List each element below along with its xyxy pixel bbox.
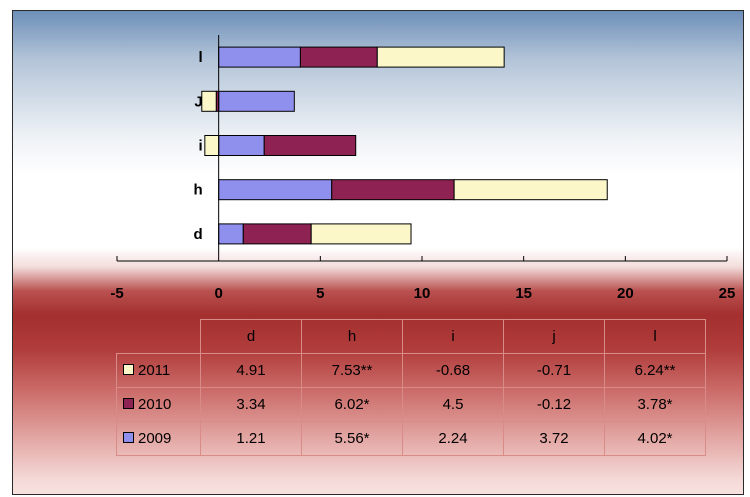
table-cell: 3.78* xyxy=(604,387,706,422)
table-header-cell: i xyxy=(402,319,504,354)
table-cell: 6.02* xyxy=(301,387,403,422)
legend-entry: 2009 xyxy=(116,421,201,456)
table-cell: 4.91 xyxy=(200,353,302,388)
table-cell: 4.02* xyxy=(604,421,706,456)
bar-l-2010 xyxy=(299,46,378,68)
legend-label: 2010 xyxy=(138,396,172,413)
bar-l-2009 xyxy=(218,46,301,68)
table-header-cell: j xyxy=(503,319,605,354)
category-label-d: d xyxy=(193,226,202,243)
table-cell: 3.34 xyxy=(200,387,302,422)
table-cell: 5.56* xyxy=(301,421,403,456)
table-cell: 6.24** xyxy=(604,353,706,388)
table-cell: -0.12 xyxy=(503,387,605,422)
bar-d-2009 xyxy=(218,223,244,245)
table-cell: -0.71 xyxy=(503,353,605,388)
category-labels: d h i Jl xyxy=(193,49,202,243)
category-label-l: l xyxy=(198,49,202,66)
bar-i-2009 xyxy=(218,135,265,156)
table-header-cell: h xyxy=(301,319,403,354)
x-tick-label: 0 xyxy=(214,285,222,302)
x-tick-label: 25 xyxy=(719,285,736,302)
x-tick-label: 20 xyxy=(617,285,634,302)
table-cell: -0.68 xyxy=(402,353,504,388)
category-label-i: i xyxy=(198,138,202,155)
table-corner xyxy=(116,319,201,354)
x-tick-label: -5 xyxy=(110,285,123,302)
category-label-h: h xyxy=(193,182,202,199)
table-cell: 3.72 xyxy=(503,421,605,456)
bar-j-2009 xyxy=(218,90,295,112)
category-label-j: J xyxy=(194,93,202,110)
x-tick-label: 15 xyxy=(515,285,532,302)
table-cell: 4.5 xyxy=(402,387,504,422)
table-header-cell: l xyxy=(604,319,706,354)
legend-label: 2009 xyxy=(138,430,172,447)
bars-layer xyxy=(201,46,608,245)
legend-swatch xyxy=(123,364,134,375)
legend-label: 2011 xyxy=(138,362,171,379)
table-cell: 7.53** xyxy=(301,353,403,388)
bar-i-2010 xyxy=(263,135,357,156)
chart-plot: -5 0 5 10 15 20 25 d h i Jl xyxy=(110,35,735,302)
bar-h-2009 xyxy=(218,179,333,201)
legend-entry: 2011 xyxy=(116,353,201,388)
table-header-cell: d xyxy=(200,319,302,354)
table-row: 2009 1.21 5.56* 2.24 3.72 4.02* xyxy=(116,421,706,456)
legend-swatch xyxy=(123,398,134,409)
x-ticks: -5 0 5 10 15 20 25 xyxy=(110,256,735,302)
bar-l-2011 xyxy=(376,46,505,68)
bar-j-2011 xyxy=(201,90,217,112)
bar-i-2011 xyxy=(204,135,220,156)
table-row: 2011 4.91 7.53** -0.68 -0.71 6.24** xyxy=(116,353,706,388)
table-row: 2010 3.34 6.02* 4.5 -0.12 3.78* xyxy=(116,387,706,422)
legend-swatch xyxy=(123,432,134,443)
table-cell: 2.24 xyxy=(402,421,504,456)
x-tick-label: 5 xyxy=(316,285,324,302)
bar-d-2010 xyxy=(242,223,312,245)
legend-entry: 2010 xyxy=(116,387,201,422)
bar-d-2011 xyxy=(310,223,412,245)
bar-h-2010 xyxy=(331,179,455,201)
table-body: 2011 4.91 7.53** -0.68 -0.71 6.24** 2010 3.34 6.… xyxy=(116,353,706,456)
bar-h-2011 xyxy=(453,179,608,201)
table-cell: 1.21 xyxy=(200,421,302,456)
x-tick-label: 10 xyxy=(414,285,431,302)
